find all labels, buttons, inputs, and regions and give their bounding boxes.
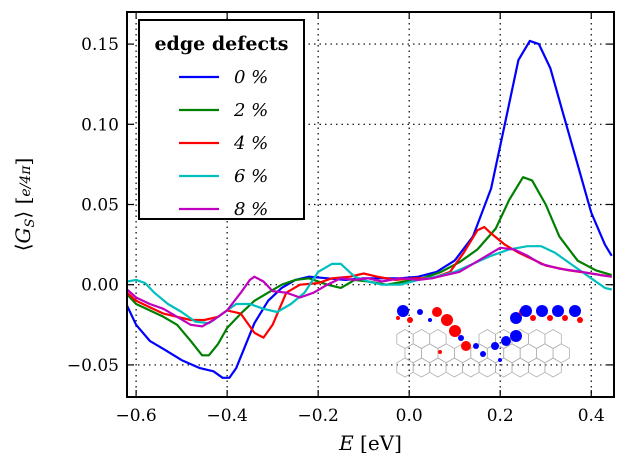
x-tick-label: 0.4 [578,406,605,426]
y-tick-label: −0.05 [67,356,119,376]
lattice-hexagon [429,357,447,378]
lattice-site-dot [547,315,553,321]
lattice-site-dot [480,351,486,357]
lattice-hexagon [478,357,496,378]
x-tick-label: 0.2 [487,406,514,426]
y-tick-label: 0.15 [81,35,119,55]
legend: edge defects 0 % 2 % 4 % 6 % 8 % [138,19,305,220]
series-lines [126,39,613,379]
lattice-site-dot [461,341,471,351]
lattice-hexagon [404,343,422,364]
legend-box [138,19,305,220]
series-line [126,225,612,339]
lattice-site-dot [520,305,532,317]
lattice-site-dot [417,309,423,315]
axis-ticks: −0.6 −0.4 −0.2 0.0 0.2 0.4 −0.05 0.00 0.05 0.10 0.… [67,12,614,426]
legend-entry: 0 % [234,67,268,88]
series-line [126,176,613,357]
lattice-hexagon [412,357,431,378]
legend-entry: 8 % [234,199,268,220]
lattice-hexagon [421,343,439,364]
y-tick-label: 0.05 [81,196,119,216]
lattice-site-dot [407,317,413,323]
lattice-site-dot [428,318,432,322]
lattice-site-dot [510,330,522,342]
legend-entry: 2 % [233,100,268,121]
lattice-hexagon [511,357,529,378]
lattice-site-dot [562,315,568,321]
lattice-site-dot [397,305,409,317]
lattice-hexagon [445,357,464,378]
lattice-site-dot [458,335,464,341]
x-tick-label: 0.0 [396,406,423,426]
lattice-hexagon [552,343,570,364]
legend-entry: 4 % [233,133,268,154]
lattice-site-dot [536,305,548,317]
lattice-site-dot [530,315,536,321]
lattice-hexagon [495,357,513,378]
lattice-site-dot [449,325,461,337]
y-tick-label: 0.10 [81,115,119,135]
x-tick-label: −0.2 [298,406,339,426]
lattice-hexagon [528,357,546,378]
plot-frame [126,11,615,398]
legend-title: edge defects [154,33,288,55]
lattice-site-dot [510,312,522,324]
lattice-hexagon [462,357,480,378]
y-tick-label: 0.00 [81,276,119,296]
y-axis-label-text: ⟨GS⟩ [e/4π] [11,158,38,252]
lattice-site-dot [501,336,511,346]
inset-lattice-diagram [396,305,583,378]
x-axis-label: E [eV] [338,431,402,455]
lattice-site-dot [552,305,564,317]
lattice-site-dot [396,316,400,320]
y-axis-label: ⟨GS⟩ [e/4π] [11,158,38,252]
lattice-hexagon [544,357,562,378]
lattice-site-dot [498,358,502,362]
x-tick-label: −0.4 [206,406,247,426]
lattice-hexagon [519,343,537,364]
lattice-site-dot [441,314,453,326]
lattice-site-dot [432,307,442,317]
lattice-site-dot [569,305,581,317]
series-line [126,245,612,325]
lattice-site-dot [577,317,583,323]
lattice-hexagon [536,343,554,364]
lattice-site-dot [473,343,479,349]
series-line [126,246,612,328]
lattice-hexagon [396,357,414,378]
legend-entry: 6 % [234,166,268,187]
lattice-site-dot [438,350,442,354]
x-tick-label: −0.6 [115,406,156,426]
lattice-site-dot [491,342,499,350]
lattice-hexagon [503,343,521,364]
